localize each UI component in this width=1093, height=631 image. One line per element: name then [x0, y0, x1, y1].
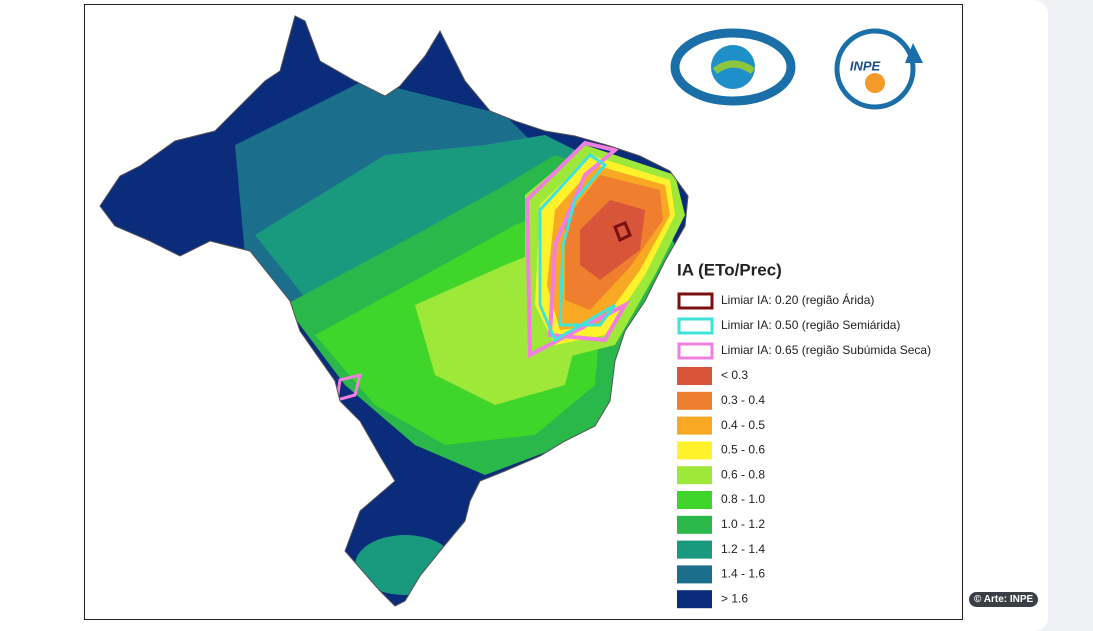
- legend-label: Limiar IA: 0.65 (região Subúmida Seca): [721, 343, 931, 357]
- region: [355, 535, 455, 595]
- class-swatch: [677, 491, 712, 509]
- threshold-swatch: [677, 317, 714, 335]
- logos: INPE: [670, 28, 923, 110]
- map: INPE IA (ETo/Prec) Limiar IA: 0.20 (regi…: [99, 15, 931, 609]
- threshold-swatch: [677, 342, 714, 360]
- class-swatch: [677, 367, 712, 385]
- class-swatch: [677, 540, 712, 559]
- legend-label: Limiar IA: 0.20 (região Árida): [721, 292, 874, 307]
- legend-label: 0.6 - 0.8: [721, 467, 765, 481]
- class-swatch: [677, 391, 712, 410]
- legend-label: 0.3 - 0.4: [721, 393, 765, 407]
- legend-label: Limiar IA: 0.50 (região Semiárida): [721, 318, 900, 332]
- legend-label: 1.2 - 1.4: [721, 542, 765, 556]
- threshold-swatch: [677, 292, 714, 310]
- legend-label: > 1.6: [721, 591, 748, 605]
- threshold-line: [538, 153, 617, 343]
- logo-text: INPE: [850, 58, 881, 73]
- legend-label: 0.4 - 0.5: [721, 418, 765, 432]
- class-swatch: [677, 590, 712, 609]
- legend-title: IA (ETo/Prec): [677, 260, 782, 279]
- legend-label: 0.8 - 1.0: [721, 492, 765, 506]
- ia-regions: [100, 16, 688, 606]
- legend-label: 1.4 - 1.6: [721, 567, 765, 581]
- credit: © Arte: INPE: [969, 592, 1039, 607]
- threshold-line: [613, 221, 632, 243]
- region: [385, 473, 475, 517]
- legend-label: < 0.3: [721, 368, 748, 382]
- threshold-line: [524, 140, 631, 359]
- region: [580, 200, 645, 280]
- map-frame: INPE IA (ETo/Prec) Limiar IA: 0.20 (regi…: [84, 4, 963, 620]
- legend-label: 1.0 - 1.2: [721, 517, 765, 531]
- class-swatch: [677, 466, 712, 485]
- class-swatch: [677, 416, 712, 435]
- legend: IA (ETo/Prec) Limiar IA: 0.20 (região Ár…: [677, 260, 931, 609]
- class-swatch: [677, 441, 712, 460]
- class-swatch: [677, 565, 712, 584]
- legend-label: 0.5 - 0.6: [721, 443, 765, 457]
- class-swatch: [677, 515, 712, 534]
